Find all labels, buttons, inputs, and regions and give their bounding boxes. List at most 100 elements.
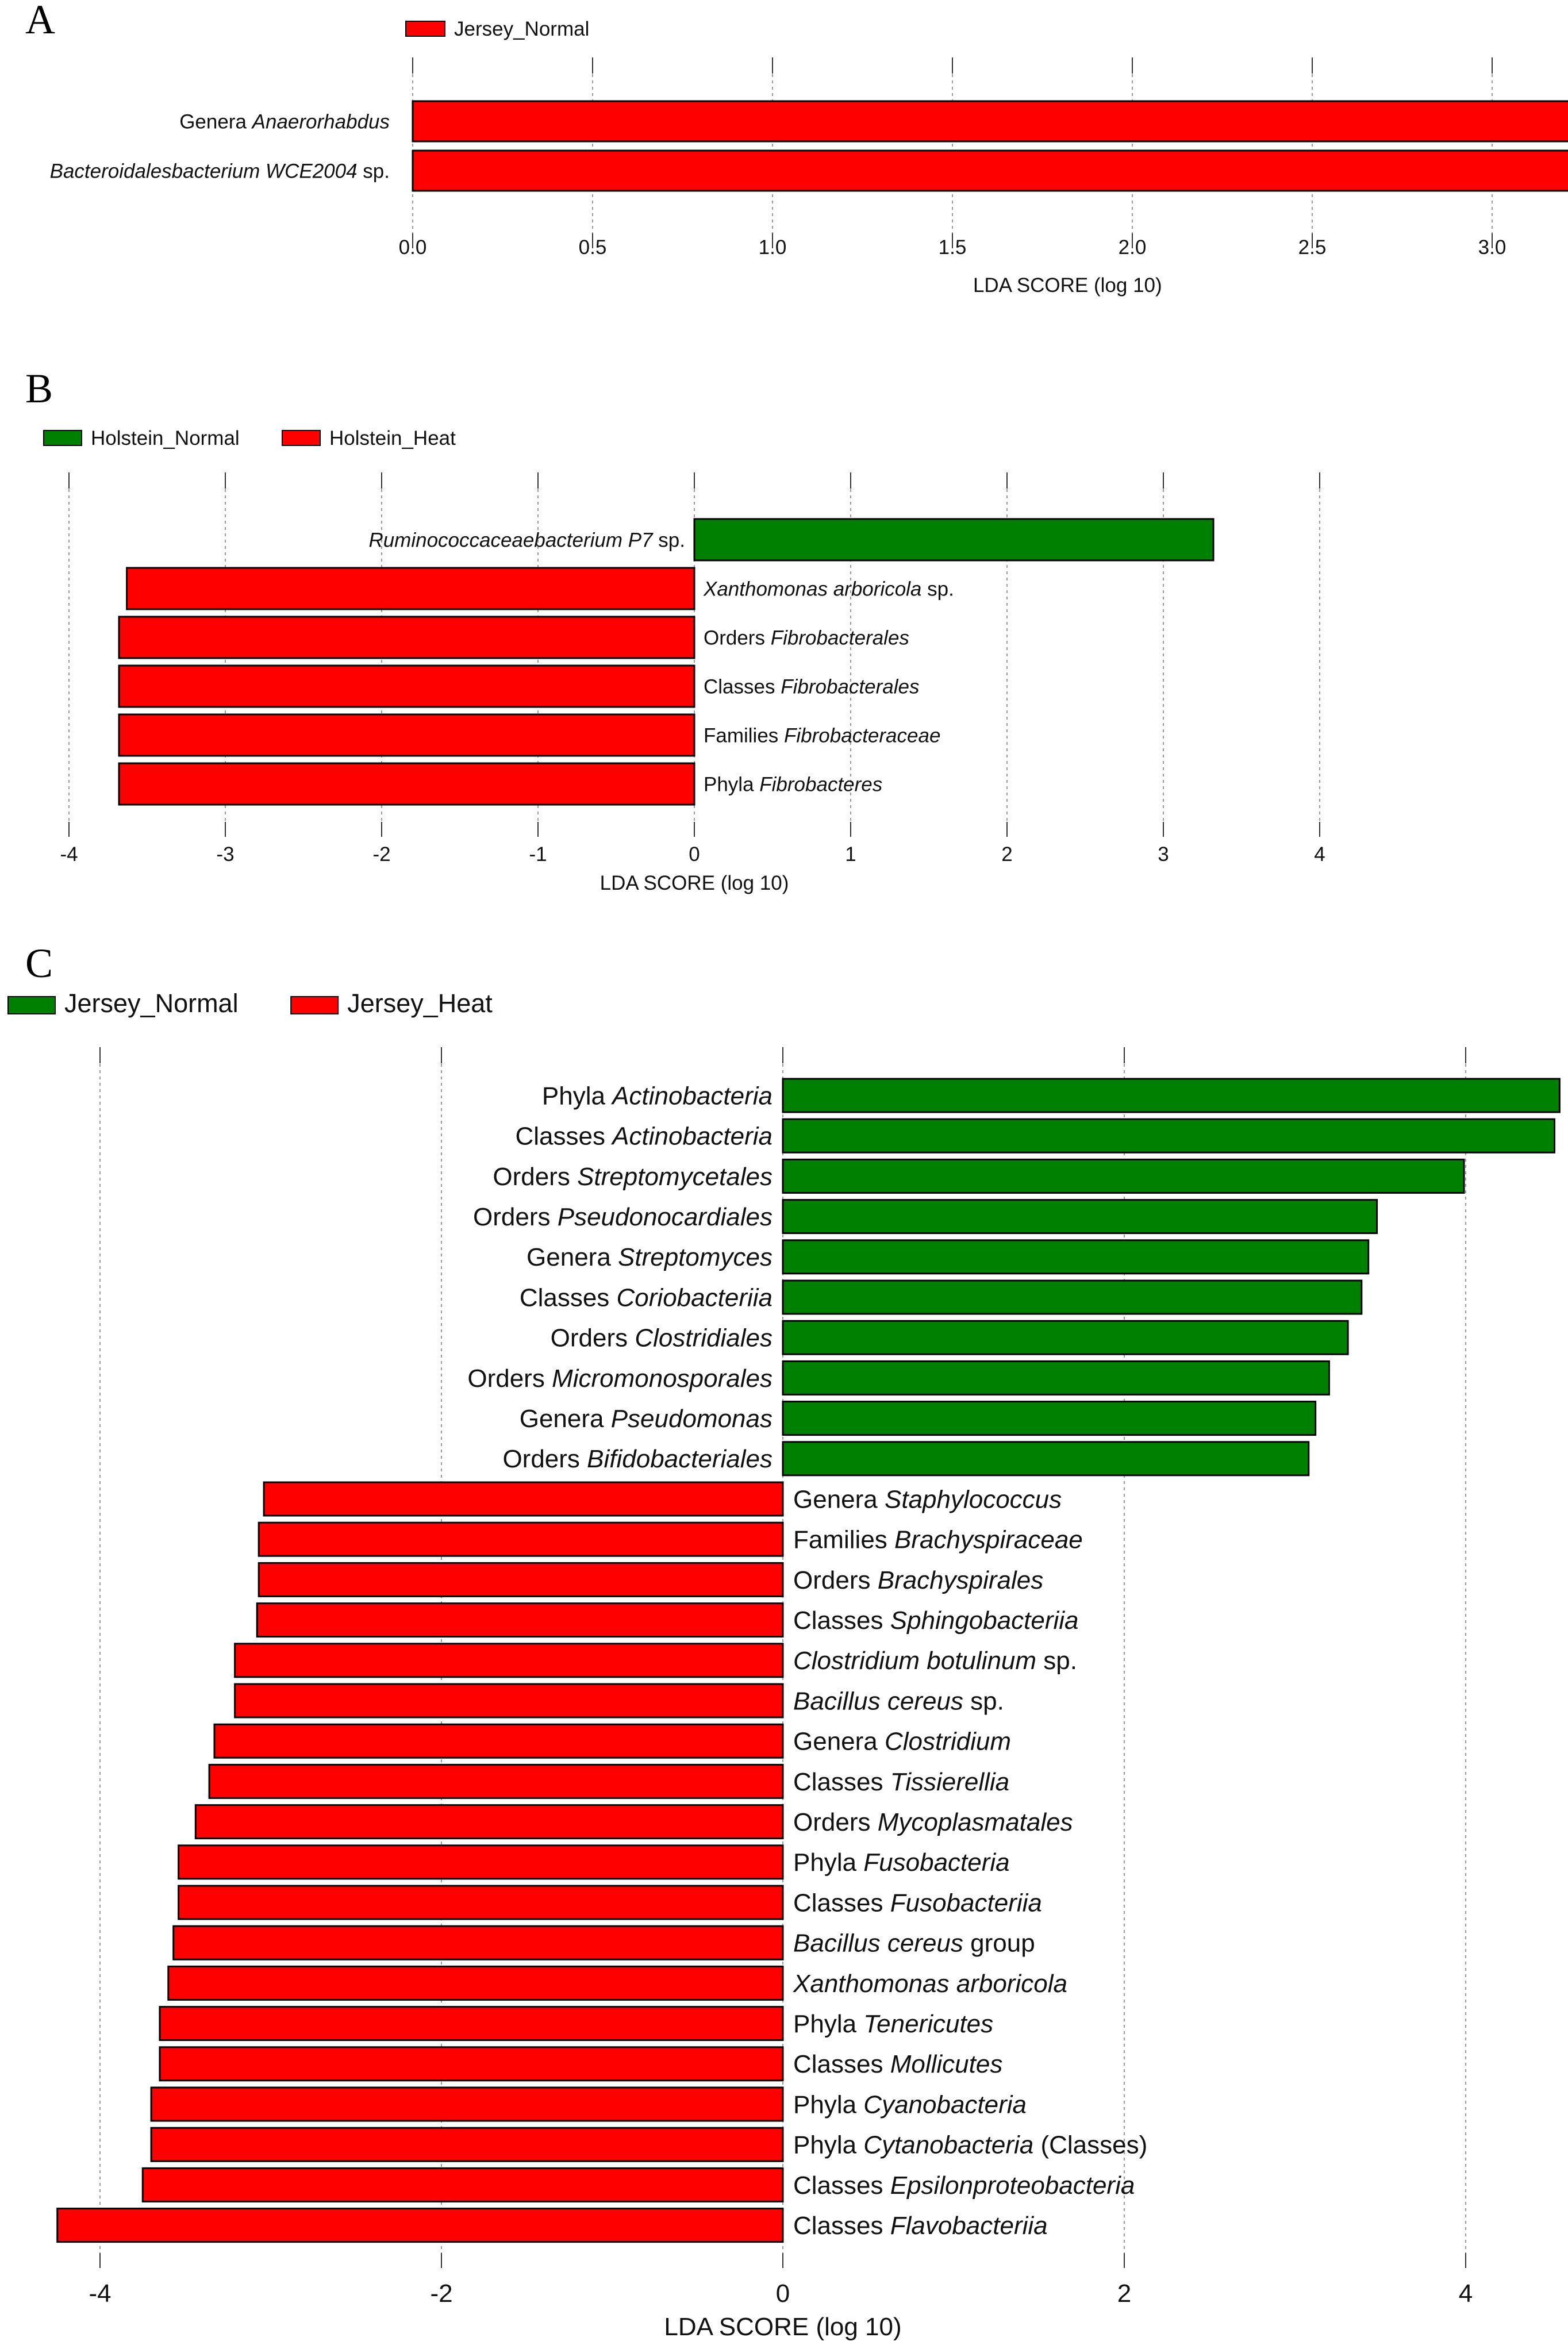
label-part: Bacteroidalesbacterium WCE2004: [50, 160, 358, 182]
bar-label: Xanthomonas arboricola: [793, 1970, 1067, 1998]
tick-label: -4: [60, 843, 78, 866]
bar: [256, 1602, 784, 1638]
legend-label: Jersey_Normal: [454, 18, 589, 40]
bar-label: Genera Anaerorhabdus: [179, 110, 390, 133]
label-part: Streptomycetales: [577, 1163, 773, 1191]
panel-c-letter: C: [25, 940, 53, 986]
label-part: Fibrobacteres: [759, 773, 882, 795]
label-part: Phyla: [793, 2090, 863, 2119]
bar-label: Classes Epsilonproteobacteria: [793, 2171, 1135, 2200]
label-part: Pseudonocardiales: [558, 1203, 773, 1231]
label-part: Orders: [467, 1364, 552, 1393]
bar: [782, 1360, 1330, 1396]
bar: [126, 567, 695, 610]
label-part: Epsilonproteobacteria: [890, 2171, 1135, 2200]
label-part: sp.: [963, 1687, 1004, 1715]
tick-label: 1: [845, 843, 856, 866]
bar: [159, 2006, 784, 2042]
tick-label: 2.5: [1298, 236, 1327, 259]
bar-label: Orders Streptomycetales: [493, 1163, 773, 1191]
bar: [159, 2046, 784, 2082]
bar-label: Phyla Fusobacteria: [793, 1848, 1010, 1877]
label-part: Fusobacteriia: [890, 1889, 1042, 1917]
legend-label: Jersey_Heat: [347, 989, 493, 1018]
label-part: Actinobacteria: [610, 1122, 773, 1151]
label-part: Classes: [704, 675, 781, 698]
label-part: Ruminococcaceaebacterium P7: [368, 529, 654, 551]
bar-label: Bacteroidalesbacterium WCE2004 sp.: [50, 160, 390, 182]
tick-label: 1.0: [759, 236, 787, 259]
label-part: Tenericutes: [863, 2010, 993, 2038]
bar: [150, 2086, 784, 2122]
bar-label: Phyla Tenericutes: [793, 2010, 993, 2038]
bar: [178, 1844, 784, 1880]
label-part: Bacillus cereus: [793, 1687, 963, 1715]
label-part: Cytanobacteria: [863, 2131, 1033, 2159]
legend-label: Holstein_Heat: [329, 427, 456, 449]
bar: [118, 713, 695, 757]
tick-label: 3: [1158, 843, 1169, 866]
bar-label: Genera Clostridium: [793, 1728, 1011, 1756]
panel-b-letter: B: [25, 366, 53, 412]
label-part: Sphingobacteriia: [890, 1606, 1079, 1635]
bar: [118, 664, 695, 708]
bar: [782, 1118, 1555, 1154]
tick-label: -2: [372, 843, 390, 866]
bar-label: Classes Tissierellia: [793, 1768, 1009, 1796]
label-part: Classes: [793, 2050, 890, 2078]
label-part: sp.: [921, 578, 954, 600]
label-part: Fusobacteria: [863, 1848, 1009, 1877]
bar: [782, 1401, 1317, 1436]
legend-swatch: [405, 21, 445, 37]
tick-label: -1: [529, 843, 547, 866]
panel-a-letter: A: [25, 0, 55, 43]
tick-label: 4: [1314, 843, 1325, 866]
label-part: Cyanobacteria: [863, 2090, 1027, 2119]
tick-label: -3: [216, 843, 234, 866]
label-part: Classes: [793, 1768, 890, 1796]
bar: [118, 762, 695, 806]
legend-swatch: [7, 996, 56, 1014]
panel-a-chart: Jersey_Normal0.00.51.01.52.02.53.03.5LDA…: [50, 18, 1568, 297]
label-part: Classes: [520, 1283, 617, 1312]
bar-label: Orders Clostridiales: [551, 1324, 773, 1352]
x-axis-label: LDA SCORE (log 10): [600, 872, 789, 894]
label-part: Xanthomonas arboricola: [703, 578, 921, 600]
label-part: Streptomyces: [618, 1243, 773, 1271]
tick-label: 2.0: [1119, 236, 1147, 259]
label-part: Genera: [793, 1728, 885, 1756]
label-part: Brachyspiraceae: [894, 1526, 1083, 1554]
bar: [118, 616, 695, 659]
label-part: (Classes): [1033, 2131, 1147, 2159]
bar-label: Families Brachyspiraceae: [793, 1526, 1083, 1554]
bar-label: Orders Mycoplasmatales: [793, 1808, 1073, 1836]
label-part: Mollicutes: [890, 2050, 1003, 2078]
label-part: Genera: [520, 1405, 611, 1433]
bar: [782, 1279, 1363, 1315]
bar: [782, 1199, 1378, 1235]
tick-label: 2: [1117, 2279, 1131, 2308]
bar-label: Orders Fibrobacterales: [704, 626, 909, 649]
bar: [150, 2127, 784, 2162]
tick-label: 2: [1001, 843, 1012, 866]
tick-label: 0.5: [579, 236, 607, 259]
bar-label: Phyla Cytanobacteria (Classes): [793, 2131, 1147, 2159]
label-part: Anaerorhabdus: [251, 110, 390, 133]
label-part: Phyla: [704, 773, 759, 795]
bar: [172, 1925, 784, 1960]
label-part: Families: [793, 1526, 894, 1554]
bar-label: Ruminococcaceaebacterium P7 sp.: [368, 529, 685, 551]
tick-label: 4: [1459, 2279, 1473, 2308]
label-part: Genera: [793, 1485, 885, 1513]
bar: [194, 1804, 784, 1840]
bar-label: Genera Pseudomonas: [520, 1405, 773, 1433]
tick-label: -4: [89, 2279, 111, 2308]
label-part: Orders: [551, 1324, 635, 1352]
panel-b-chart: Holstein_Normal Holstein_Heat -4 -3 -2 -1 0 1 2 3…: [43, 427, 1325, 894]
bar: [258, 1521, 784, 1557]
bar-label: Bacillus cereus group: [793, 1929, 1035, 1958]
bar: [412, 100, 1568, 143]
label-part: Fibrobacterales: [771, 626, 909, 649]
bar: [412, 149, 1568, 192]
label-part: Fibrobacterales: [781, 675, 919, 698]
